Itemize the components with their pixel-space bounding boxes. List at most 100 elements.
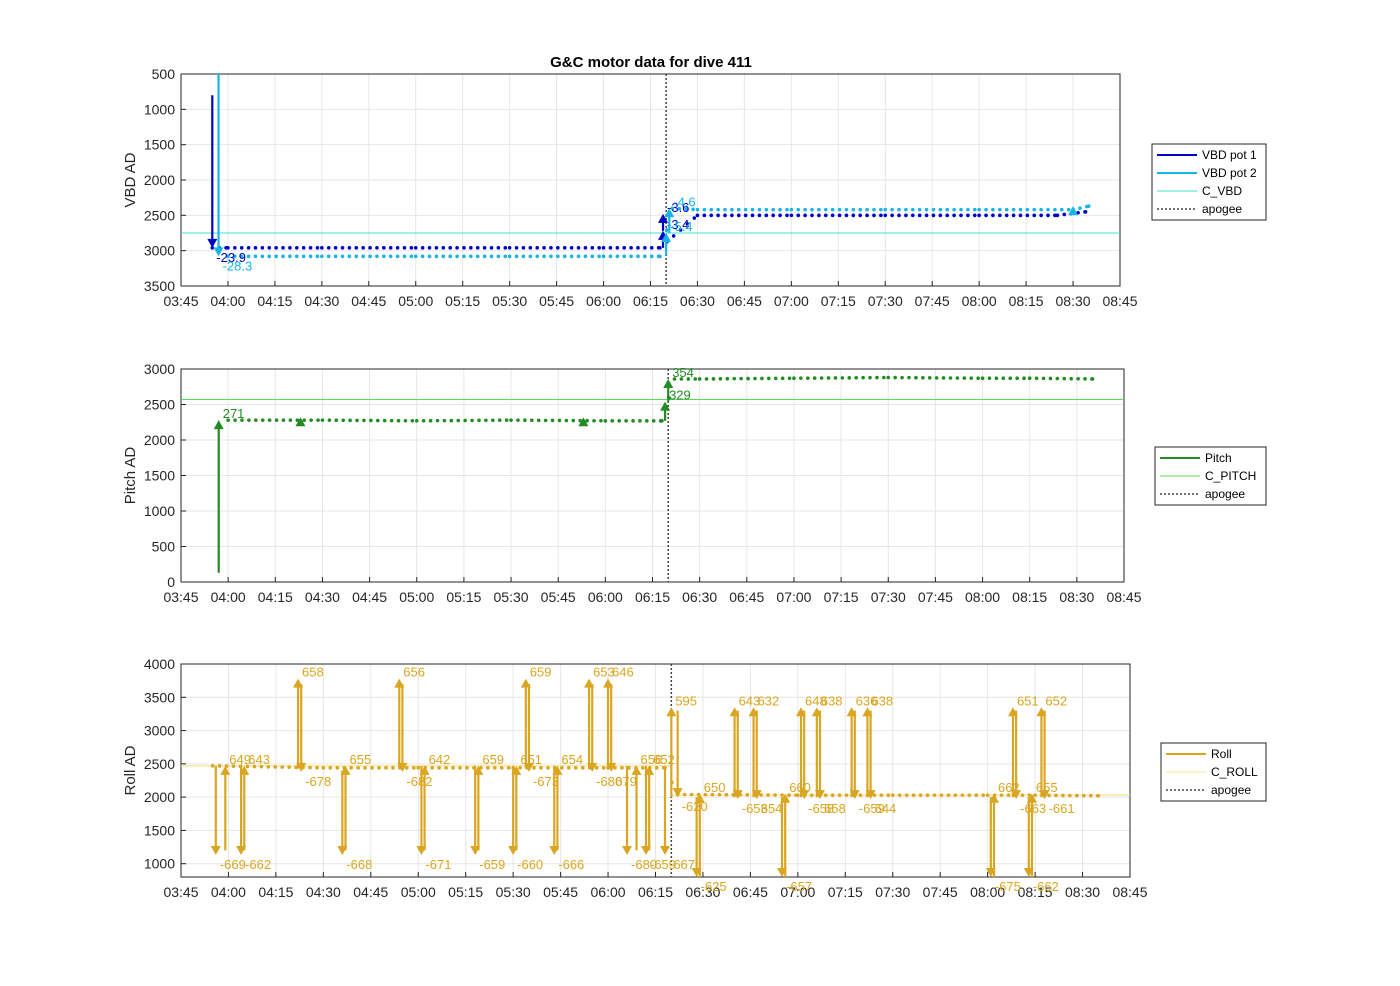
series-point [927,376,932,380]
arrow-label: 652 [653,752,675,767]
series-point [363,766,367,770]
series-point [239,246,244,250]
series-point [507,246,512,250]
arrow-head [213,247,224,257]
series-point [649,246,654,250]
series-point [977,207,981,212]
series-point [938,213,943,218]
arrow-label: 595 [675,693,697,708]
x-tick-label: 08:30 [1056,293,1091,309]
series-point [641,766,645,770]
x-tick-label: 08:00 [970,884,1005,900]
series-point [260,418,265,422]
series-point [631,419,635,423]
series-point [1078,206,1082,210]
arrow-label: -659 [650,857,676,872]
series-point [984,213,988,218]
panel-3: 03:45 04:00 04:15 04:30 04:45 05:00 05:15 05:30… [122,656,1267,900]
arrow-label: 659 [482,752,504,767]
series-point [702,207,707,212]
x-tick-label: 08:30 [1059,589,1094,605]
arrow-head [659,846,670,856]
series-point [796,207,801,212]
arrow-head [694,793,705,803]
series-point [872,207,876,212]
series-point [412,766,416,770]
series-point [658,254,662,259]
series-point [503,254,508,259]
arrow-label: -682 [406,774,432,789]
series-point [817,213,821,218]
series-point [879,213,883,218]
series-point [428,418,433,423]
series-point [267,246,272,250]
series-point [645,419,649,423]
arrow-label: -675 [995,879,1021,894]
series-point [695,207,700,212]
series-point [967,793,972,797]
series-point [516,418,520,422]
arrow-head [814,790,825,800]
series-point [409,246,414,250]
series-point [773,793,777,797]
series-point [288,418,293,422]
series-point [384,766,388,770]
arrow-head [672,788,683,798]
series-point [826,376,831,380]
series-point [354,246,359,250]
series-point [709,207,714,212]
series-point [326,254,331,259]
series-point [377,766,381,770]
arrow-label: -5.4 [670,219,692,234]
series-point [1053,213,1057,218]
series-point [354,254,359,259]
series-point [316,418,320,422]
series-point [670,206,675,211]
series-point [320,254,324,259]
series-point [484,418,488,423]
series-point [491,418,495,423]
series-point [542,254,546,259]
arrow-label: -23.9 [216,250,246,265]
series-point [1018,213,1023,218]
series-point [689,792,694,797]
series-point [396,418,401,423]
series-point [348,418,352,423]
series-point [991,213,995,218]
series-point [959,213,963,218]
arrow-label: 650 [704,780,726,795]
x-tick-label: 06:00 [591,884,626,900]
series-point [966,207,970,212]
series-point [805,376,810,380]
arrow-label: -620 [682,799,708,814]
series-point [1055,376,1060,381]
series-point [601,254,606,259]
series-point [924,213,929,218]
y-tick-label: 2500 [144,397,175,413]
series-point [254,418,258,422]
series-point [601,246,606,250]
series-point [477,418,481,423]
series-point [217,764,222,768]
series-point [585,418,589,423]
series-point [414,419,419,423]
series-point [1059,207,1064,212]
arrow-label: 643 [248,752,270,767]
arrow-head [239,765,250,775]
series-point [562,246,567,250]
series-point [402,246,407,250]
series-point [897,793,902,797]
series-point [1048,376,1053,381]
y-tick-label: 1500 [144,822,175,838]
series-point [1083,377,1087,381]
series-point [434,254,439,259]
series-point [326,246,331,250]
series-point [497,418,502,423]
series-point [409,254,414,259]
series-point [375,254,379,259]
series-point [448,246,452,250]
x-tick-label: 07:45 [918,589,953,605]
series-point [536,418,541,423]
